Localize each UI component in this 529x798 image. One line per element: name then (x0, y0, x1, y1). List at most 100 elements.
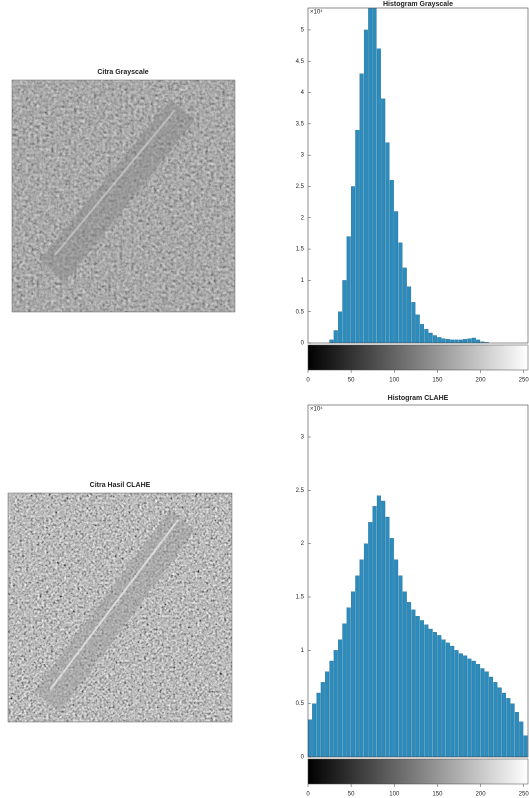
bar (411, 609, 416, 757)
plot-area (308, 495, 528, 757)
bar (368, 522, 373, 757)
bar (398, 242, 403, 343)
y-multiplier: ×10⁴ (310, 406, 323, 413)
bar (519, 721, 524, 757)
bar (437, 337, 442, 343)
bar (329, 660, 334, 757)
bar (372, 8, 377, 343)
bar (428, 628, 433, 757)
bar (389, 180, 394, 343)
bar (445, 339, 450, 343)
bar (385, 516, 390, 757)
bar (467, 338, 472, 343)
bar (325, 671, 330, 757)
y-tick-label: 4.5 (296, 59, 305, 65)
bar (476, 339, 481, 343)
y-tick-label: 1.5 (296, 247, 305, 253)
y-tick-label: 1 (301, 648, 305, 654)
chart-title: Histogram Grayscale (383, 1, 453, 8)
bar (415, 616, 420, 757)
y-tick-label: 0.5 (296, 309, 305, 315)
bar (320, 682, 325, 757)
bar (454, 650, 459, 757)
x-tick-label: 50 (348, 792, 355, 798)
y-tick-label: 1.5 (296, 595, 305, 601)
image-title: Citra Hasil CLAHE (90, 482, 151, 489)
bar (458, 653, 463, 757)
bar (411, 302, 416, 343)
axes-box (307, 404, 529, 758)
bar (316, 692, 321, 757)
y-tick-label: 1 (301, 278, 305, 284)
bar (402, 267, 407, 343)
bar (441, 338, 446, 343)
bar (368, 8, 373, 343)
bar (385, 142, 390, 343)
bar (372, 506, 377, 757)
colorbar (307, 758, 529, 785)
bar (338, 639, 343, 757)
bar (467, 658, 472, 757)
bar (381, 500, 386, 757)
bar (454, 339, 459, 343)
image-grayscale (11, 79, 236, 313)
y-tick-label: 5 (301, 27, 305, 33)
bar (381, 98, 386, 343)
bar (407, 286, 412, 343)
bar (441, 639, 446, 757)
y-tick-label: 3 (301, 153, 305, 159)
bar (359, 559, 364, 757)
bar (476, 664, 481, 757)
bar (363, 543, 368, 757)
y-tick-label: 0.5 (296, 701, 305, 707)
bar (506, 698, 511, 757)
colorbar (307, 344, 529, 371)
axes-box (307, 7, 529, 344)
chart-title: Histogram CLAHE (388, 395, 449, 402)
image-title: Citra Grayscale (97, 69, 148, 76)
y-tick-label: 3.5 (296, 121, 305, 127)
bar (497, 687, 502, 757)
bar (333, 330, 338, 343)
bar (424, 624, 429, 757)
bar (329, 339, 334, 343)
bar (376, 48, 381, 343)
bar (484, 342, 489, 343)
x-tick-label: 100 (389, 792, 400, 798)
x-tick-label: 150 (432, 378, 443, 384)
y-tick-label: 3 (301, 435, 305, 441)
bar (402, 591, 407, 757)
plot-area (329, 8, 489, 343)
bar (346, 607, 351, 757)
bar (501, 692, 506, 757)
image-clahe (7, 492, 233, 723)
bar (480, 668, 485, 757)
bar (333, 650, 338, 757)
bar (450, 339, 455, 343)
bar (450, 645, 455, 757)
bar (428, 332, 433, 343)
bar (398, 575, 403, 757)
bar (376, 495, 381, 757)
bar (493, 682, 498, 757)
bar (484, 671, 489, 757)
bar (424, 329, 429, 343)
bar (350, 186, 356, 343)
x-tick-label: 200 (476, 792, 487, 798)
bar (445, 642, 450, 757)
bar (394, 211, 399, 343)
bar (350, 591, 356, 757)
y-tick-label: 2 (301, 215, 305, 221)
bar (312, 703, 317, 757)
bar (523, 735, 528, 757)
bar (432, 335, 437, 343)
x-tick-label: 200 (476, 378, 487, 384)
bar (432, 632, 437, 757)
y-multiplier: ×10⁴ (310, 9, 323, 16)
bar (471, 337, 476, 343)
bar (514, 712, 519, 757)
bar (420, 620, 425, 757)
bar (415, 314, 420, 343)
bar (489, 676, 494, 757)
